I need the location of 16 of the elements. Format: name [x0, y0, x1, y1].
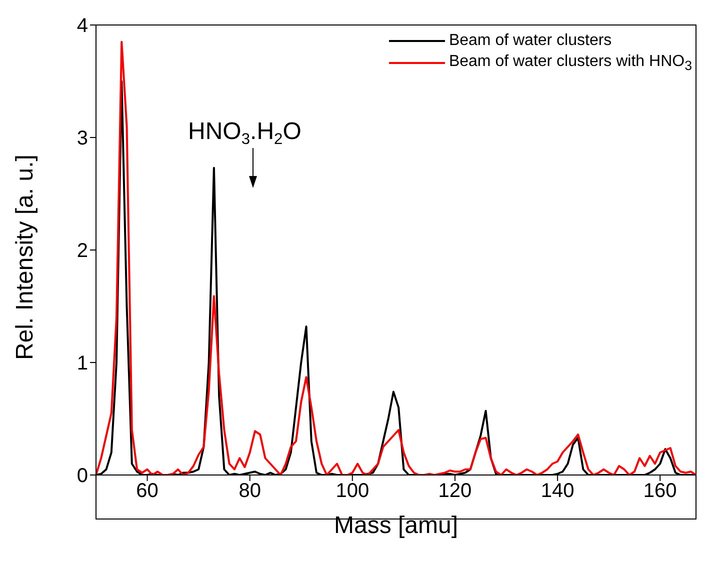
x-tick-label: 140	[540, 480, 574, 502]
x-tick-label: 160	[643, 480, 677, 502]
y-tick-label: 0	[76, 465, 88, 488]
x-axis-title: Mass [amu]	[334, 512, 458, 539]
x-tick-label: 100	[336, 480, 370, 502]
x-tick-label: 120	[438, 480, 472, 502]
annotation: HNO$_{3}$.H$_{2}$O	[188, 118, 302, 148]
y-axis-title: Rel. Intensity [a. u.]	[12, 154, 39, 360]
y-tick-label: 4	[76, 15, 88, 38]
x-tick-label: 60	[136, 480, 158, 502]
y-tick-label: 2	[76, 240, 88, 262]
y-tick-label: 1	[76, 352, 88, 375]
y-tick-label: 3	[76, 128, 88, 150]
legend-label: Beam of water clusters	[448, 32, 612, 50]
legend-label: Beam of water clusters with HNO$_{3}$	[448, 52, 692, 74]
x-tick-label: 80	[238, 480, 261, 502]
